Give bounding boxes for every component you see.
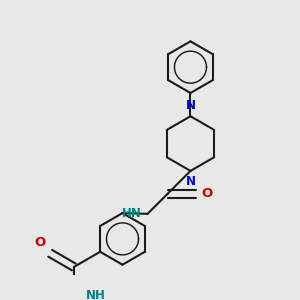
Text: N: N [185, 175, 196, 188]
Text: O: O [201, 187, 212, 200]
Text: N: N [185, 99, 196, 112]
Text: HN: HN [122, 207, 142, 220]
Text: NH: NH [86, 289, 106, 300]
Text: O: O [34, 236, 45, 249]
